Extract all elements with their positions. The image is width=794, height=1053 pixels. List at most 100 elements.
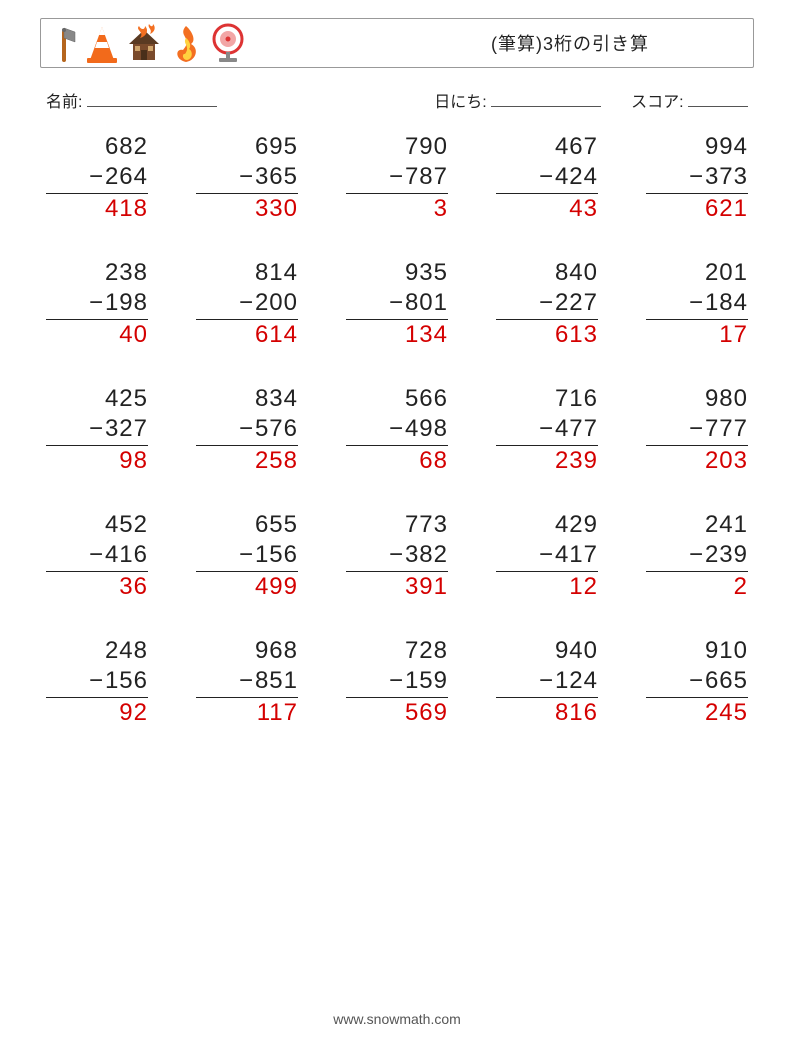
problem: 238−19840: [46, 258, 148, 350]
house-fire-icon: [125, 24, 163, 64]
subtrahend: −382: [346, 540, 448, 572]
answer: 245: [646, 698, 748, 728]
minuend: 940: [496, 636, 598, 666]
answer: 2: [646, 572, 748, 602]
answer: 43: [496, 194, 598, 224]
worksheet-title: (筆算)3桁の引き算: [491, 30, 649, 56]
problem: 773−382391: [346, 510, 448, 602]
minuend: 910: [646, 636, 748, 666]
subtrahend: −498: [346, 414, 448, 446]
problem: 935−801134: [346, 258, 448, 350]
minuend: 241: [646, 510, 748, 540]
problem: 910−665245: [646, 636, 748, 728]
subtrahend: −239: [646, 540, 748, 572]
problem: 716−477239: [496, 384, 598, 476]
subtrahend: −264: [46, 162, 148, 194]
cone-icon: [85, 24, 119, 64]
problems-grid: 682−264418695−365330790−7873467−42443994…: [40, 132, 754, 728]
subtrahend: −477: [496, 414, 598, 446]
subtrahend: −365: [196, 162, 298, 194]
answer: 613: [496, 320, 598, 350]
minuend: 566: [346, 384, 448, 414]
score-label: スコア:: [631, 88, 748, 112]
minuend: 695: [196, 132, 298, 162]
answer: 117: [196, 698, 298, 728]
problem: 655−156499: [196, 510, 298, 602]
answer: 391: [346, 572, 448, 602]
answer: 499: [196, 572, 298, 602]
score-blank[interactable]: [688, 92, 748, 107]
answer: 3: [346, 194, 448, 224]
minuend: 994: [646, 132, 748, 162]
header-icons: [49, 22, 247, 64]
date-label: 日にち:: [434, 88, 601, 112]
flame-icon: [169, 24, 203, 64]
minuend: 429: [496, 510, 598, 540]
minuend: 201: [646, 258, 748, 288]
problem: 566−49868: [346, 384, 448, 476]
minuend: 452: [46, 510, 148, 540]
minuend: 840: [496, 258, 598, 288]
meta-row: 名前: 日にち: スコア:: [46, 88, 748, 112]
problem: 248−15692: [46, 636, 148, 728]
problem: 201−18417: [646, 258, 748, 350]
problem: 682−264418: [46, 132, 148, 224]
problem: 968−851117: [196, 636, 298, 728]
minuend: 935: [346, 258, 448, 288]
problem: 425−32798: [46, 384, 148, 476]
answer: 134: [346, 320, 448, 350]
subtrahend: −124: [496, 666, 598, 698]
axe-icon: [49, 24, 79, 64]
problem: 994−373621: [646, 132, 748, 224]
subtrahend: −417: [496, 540, 598, 572]
answer: 40: [46, 320, 148, 350]
worksheet-header: (筆算)3桁の引き算: [40, 18, 754, 68]
subtrahend: −327: [46, 414, 148, 446]
answer: 621: [646, 194, 748, 224]
minuend: 682: [46, 132, 148, 162]
minuend: 238: [46, 258, 148, 288]
problem: 840−227613: [496, 258, 598, 350]
name-blank[interactable]: [87, 92, 217, 107]
subtrahend: −227: [496, 288, 598, 320]
problem: 695−365330: [196, 132, 298, 224]
minuend: 980: [646, 384, 748, 414]
minuend: 814: [196, 258, 298, 288]
subtrahend: −373: [646, 162, 748, 194]
problem: 728−159569: [346, 636, 448, 728]
answer: 12: [496, 572, 598, 602]
answer: 330: [196, 194, 298, 224]
answer: 239: [496, 446, 598, 476]
problem: 429−41712: [496, 510, 598, 602]
subtrahend: −200: [196, 288, 298, 320]
subtrahend: −576: [196, 414, 298, 446]
answer: 418: [46, 194, 148, 224]
answer: 258: [196, 446, 298, 476]
subtrahend: −424: [496, 162, 598, 194]
answer: 92: [46, 698, 148, 728]
problem: 940−124816: [496, 636, 598, 728]
subtrahend: −801: [346, 288, 448, 320]
answer: 203: [646, 446, 748, 476]
answer: 816: [496, 698, 598, 728]
problem: 834−576258: [196, 384, 298, 476]
date-blank[interactable]: [491, 92, 601, 107]
minuend: 834: [196, 384, 298, 414]
alarm-bell-icon: [209, 22, 247, 64]
minuend: 467: [496, 132, 598, 162]
problem: 241−2392: [646, 510, 748, 602]
problem: 790−7873: [346, 132, 448, 224]
problem: 980−777203: [646, 384, 748, 476]
subtrahend: −156: [196, 540, 298, 572]
subtrahend: −198: [46, 288, 148, 320]
answer: 614: [196, 320, 298, 350]
subtrahend: −156: [46, 666, 148, 698]
answer: 17: [646, 320, 748, 350]
subtrahend: −851: [196, 666, 298, 698]
answer: 68: [346, 446, 448, 476]
answer: 36: [46, 572, 148, 602]
footer: www.snowmath.com: [0, 1011, 794, 1027]
problem: 467−42443: [496, 132, 598, 224]
subtrahend: −787: [346, 162, 448, 194]
minuend: 716: [496, 384, 598, 414]
